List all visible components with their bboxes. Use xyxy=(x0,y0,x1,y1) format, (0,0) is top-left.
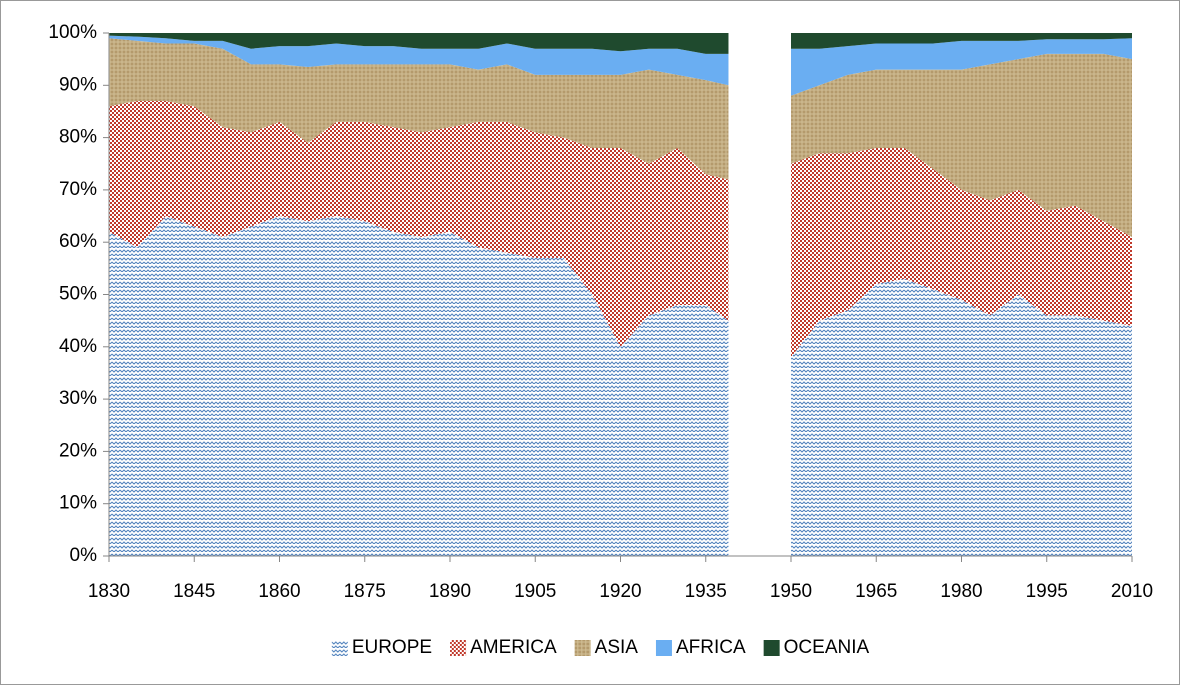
area xyxy=(109,35,1132,96)
y-tick-label: 50% xyxy=(59,284,97,305)
legend-swatch xyxy=(763,640,780,656)
x-tick-label: 1995 xyxy=(1026,581,1068,602)
y-tick-label: 80% xyxy=(59,127,97,148)
x-tick-label: 2010 xyxy=(1111,581,1153,602)
y-tick-label: 90% xyxy=(59,74,97,95)
y-tick-label: 70% xyxy=(59,179,97,200)
x-tick-label: 1830 xyxy=(88,581,130,602)
x-tick-label: 1965 xyxy=(855,581,897,602)
x-tick-label: 1950 xyxy=(770,581,812,602)
area xyxy=(109,100,1132,358)
area xyxy=(109,33,1132,54)
legend-label: AFRICA xyxy=(676,637,746,658)
legend-label: OCEANIA xyxy=(784,637,870,658)
y-tick-label: 0% xyxy=(70,545,98,566)
area xyxy=(109,216,1132,557)
legend-label: ASIA xyxy=(595,637,639,658)
legend-swatch xyxy=(450,640,467,656)
x-tick-label: 1890 xyxy=(429,581,471,602)
x-tick-label: 1935 xyxy=(685,581,727,602)
y-tick-label: 100% xyxy=(48,22,97,43)
x-tick-label: 1845 xyxy=(173,581,215,602)
legend-label: EUROPE xyxy=(352,637,432,658)
x-tick-label: 1980 xyxy=(940,581,982,602)
legend: EUROPE AMERICA ASIA AFRICA OCEANIA xyxy=(331,637,870,658)
y-tick-label: 60% xyxy=(59,231,97,252)
x-tick-label: 1875 xyxy=(344,581,386,602)
legend-swatch xyxy=(574,640,591,656)
legend-label: AMERICA xyxy=(470,637,557,658)
legend-swatch xyxy=(655,640,672,656)
y-tick-label: 20% xyxy=(59,440,97,461)
legend-swatch xyxy=(331,640,348,656)
y-tick-label: 40% xyxy=(59,336,97,357)
area xyxy=(109,38,1132,237)
x-tick-label: 1920 xyxy=(599,581,641,602)
x-tick-label: 1905 xyxy=(514,581,556,602)
y-tick-label: 10% xyxy=(59,493,97,514)
y-tick-label: 30% xyxy=(59,388,97,409)
x-tick-label: 1860 xyxy=(258,581,300,602)
